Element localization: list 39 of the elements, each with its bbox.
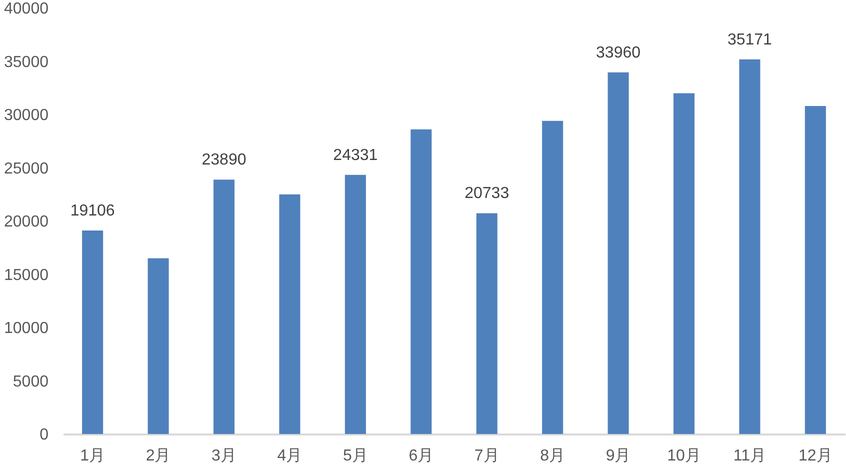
data-label: 24331 bbox=[333, 146, 378, 164]
bar bbox=[279, 194, 300, 434]
bar bbox=[673, 93, 695, 434]
bar bbox=[148, 258, 169, 434]
x-tick-label: 7月 bbox=[474, 448, 500, 464]
bar bbox=[739, 59, 760, 434]
x-tick-label: 10月 bbox=[667, 448, 701, 464]
data-label: 20733 bbox=[464, 185, 510, 202]
y-tick-label: 40000 bbox=[4, 0, 49, 18]
data-label: 35171 bbox=[727, 31, 772, 48]
y-tick-label: 25000 bbox=[4, 160, 49, 178]
x-tick-label: 3月 bbox=[212, 448, 236, 464]
bar bbox=[82, 230, 104, 434]
y-tick-label: 5000 bbox=[12, 373, 49, 390]
bar bbox=[344, 174, 366, 434]
data-label: 33960 bbox=[596, 44, 641, 62]
y-tick-label: 10000 bbox=[4, 320, 49, 337]
x-tick-label: 2月 bbox=[146, 448, 171, 464]
y-tick-label: 0 bbox=[40, 426, 49, 444]
bar bbox=[213, 180, 235, 434]
y-tick-label: 35000 bbox=[4, 54, 49, 71]
y-tick-label: 20000 bbox=[4, 214, 49, 230]
bar bbox=[608, 72, 629, 434]
x-tick-label: 9月 bbox=[606, 448, 631, 464]
x-tick-label: 6月 bbox=[408, 448, 434, 464]
x-tick-label: 4月 bbox=[277, 448, 302, 464]
bar bbox=[476, 213, 498, 434]
x-tick-label: 1月 bbox=[80, 448, 106, 464]
bar bbox=[410, 129, 432, 434]
y-tick-label: 15000 bbox=[4, 266, 49, 284]
data-label: 23890 bbox=[202, 152, 246, 169]
bar bbox=[804, 106, 826, 434]
data-label: 19106 bbox=[70, 202, 115, 220]
x-tick-label: 12月 bbox=[798, 448, 832, 464]
bar bbox=[542, 120, 564, 434]
x-tick-label: 5月 bbox=[342, 448, 368, 464]
x-tick-label: 11月 bbox=[733, 448, 766, 464]
x-tick-label: 8月 bbox=[540, 448, 566, 464]
y-tick-label: 30000 bbox=[4, 107, 49, 124]
